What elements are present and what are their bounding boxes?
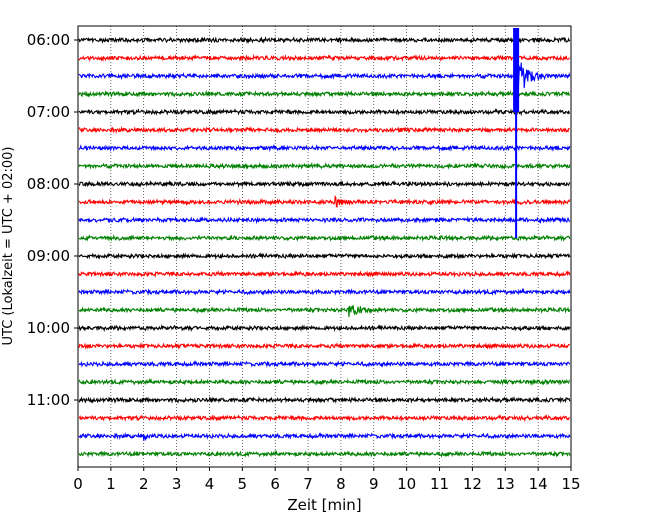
x-tick-label: 11 <box>430 475 449 493</box>
seismic-trace <box>78 432 571 442</box>
y-tick-label: 09:00 <box>27 247 70 265</box>
seismic-trace <box>78 395 571 404</box>
x-tick-label: 15 <box>561 475 580 493</box>
x-tick-label: 8 <box>336 475 346 493</box>
seismic-trace <box>78 414 570 423</box>
y-tick-label: 08:00 <box>27 175 70 193</box>
y-tick-label: 11:00 <box>27 391 70 409</box>
x-axis: 0 1 2 3 4 5 6 7 8 9 10 11 12 13 14 15 <box>73 467 581 493</box>
trace-group <box>78 28 571 458</box>
y-axis-label: UTC (Lokalzeit = UTC + 02:00) <box>1 147 16 346</box>
seismic-trace <box>78 36 571 45</box>
seismic-trace <box>78 324 571 333</box>
x-tick-label: 14 <box>529 475 548 493</box>
seismic-trace <box>78 144 571 152</box>
event-saturated-burst <box>513 28 520 112</box>
x-tick-label: 6 <box>270 475 280 493</box>
seismic-trace <box>78 161 571 170</box>
seismic-trace <box>78 125 570 135</box>
x-tick-label: 3 <box>172 475 182 493</box>
y-tick-label: 07:00 <box>27 103 70 121</box>
seismic-trace <box>78 287 571 296</box>
seismic-trace <box>78 360 571 368</box>
x-tick-label: 1 <box>106 475 116 493</box>
x-tick-label: 0 <box>73 475 83 493</box>
plot-frame <box>77 25 572 468</box>
x-tick-label: 13 <box>496 475 515 493</box>
y-axis: 06:00 07:00 08:00 09:00 10:00 11:00 <box>27 31 78 409</box>
seismic-trace <box>78 53 571 93</box>
seismic-trace <box>78 215 571 225</box>
seismic-trace <box>78 53 570 62</box>
seismic-trace <box>78 179 571 188</box>
seismic-trace <box>78 305 571 318</box>
seismic-trace <box>78 108 571 117</box>
x-tick-label: 10 <box>397 475 416 493</box>
x-tick-label: 9 <box>369 475 379 493</box>
x-axis-label: Zeit [min] <box>287 496 361 514</box>
x-tick-label: 4 <box>205 475 215 493</box>
seismic-trace <box>78 377 571 386</box>
seismic-trace <box>78 449 571 458</box>
y-tick-label: 10:00 <box>27 319 70 337</box>
x-tick-label: 2 <box>139 475 149 493</box>
seismic-trace <box>78 342 571 350</box>
seismic-trace <box>78 270 571 278</box>
x-tick-label: 5 <box>238 475 248 493</box>
seismic-trace <box>78 194 571 208</box>
x-tick-label: 12 <box>463 475 482 493</box>
y-tick-label: 06:00 <box>27 31 70 49</box>
seismic-trace <box>78 252 571 261</box>
seismic-trace <box>78 234 571 243</box>
seismic-trace <box>78 89 570 98</box>
x-tick-label: 7 <box>303 475 313 493</box>
